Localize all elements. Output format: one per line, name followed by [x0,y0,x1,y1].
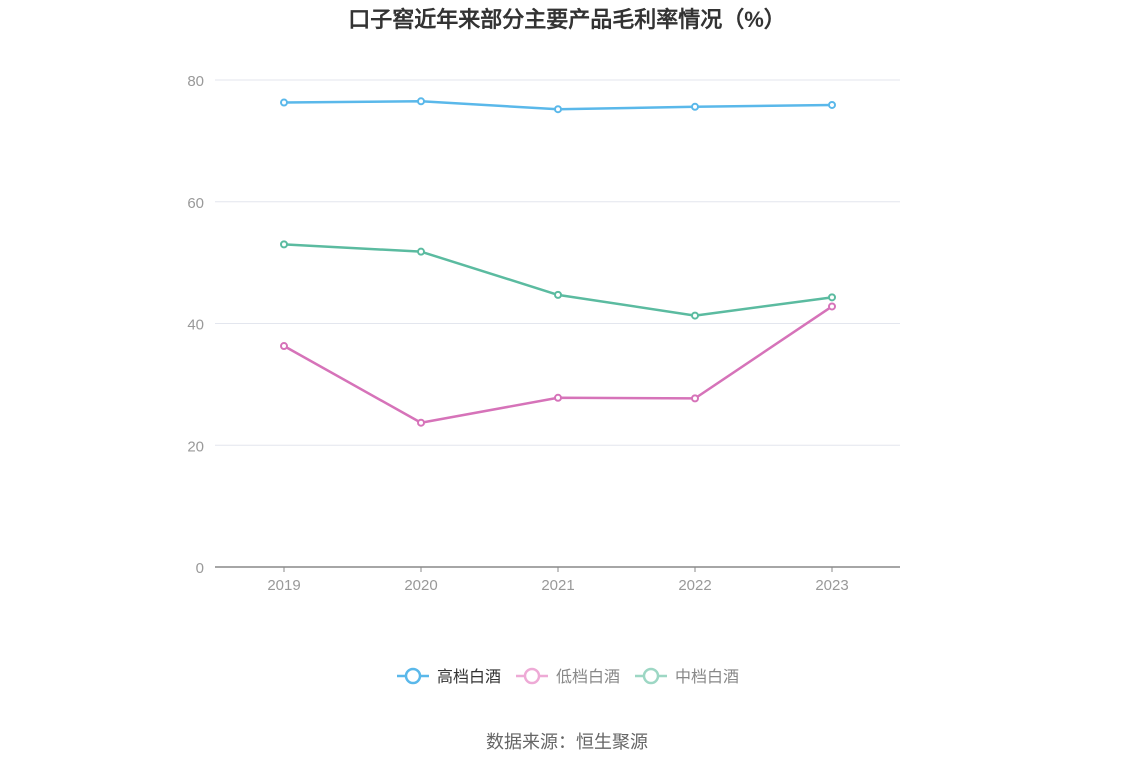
data-point [691,394,699,403]
y-tick-label: 40 [187,317,204,334]
y-tick-label: 20 [187,438,204,455]
series-group [280,240,836,320]
data-point [828,100,836,109]
legend[interactable]: 高档白酒 低档白酒 中档白酒 [397,667,739,686]
data-point [280,342,288,351]
legend-item[interactable]: 高档白酒 [397,667,501,686]
data-point [554,105,562,114]
y-tick-label: 80 [187,73,204,90]
data-point [417,97,425,106]
y-tick-label: 60 [187,195,204,212]
legend-swatch-marker [523,667,541,685]
legend-label: 中档白酒 [675,668,739,686]
legend-item[interactable]: 低档白酒 [516,667,620,686]
legend-swatch-marker [642,667,660,685]
data-point [280,240,288,249]
data-point [828,293,836,302]
legend-label: 低档白酒 [556,668,620,686]
source-note: 数据来源：恒生聚源 [486,732,648,752]
x-tick-label: 2022 [678,577,711,594]
series-lines [280,97,836,427]
data-point [691,311,699,320]
series-group [280,302,836,427]
legend-label: 高档白酒 [437,668,501,686]
data-point [828,302,836,311]
data-point [417,247,425,256]
data-point [691,102,699,111]
series-line [283,243,833,317]
x-tick-label: 2020 [404,577,437,594]
grid-lines [215,79,900,446]
data-point [280,98,288,107]
x-tick-label: 2021 [541,577,574,594]
series-group [280,97,836,114]
legend-swatch-marker [404,667,422,685]
x-tick-label: 2019 [267,577,300,594]
x-tick-label: 2023 [815,577,848,594]
axes: 0 20 40 60 80 2019 2020 2021 2022 2023 [187,73,900,594]
data-point [554,393,562,402]
legend-item[interactable]: 中档白酒 [635,667,739,686]
data-point [554,290,562,299]
y-tick-label: 0 [196,560,204,577]
data-point [417,418,425,427]
chart-title: 口子窖近年来部分主要产品毛利率情况（%） [348,7,786,32]
